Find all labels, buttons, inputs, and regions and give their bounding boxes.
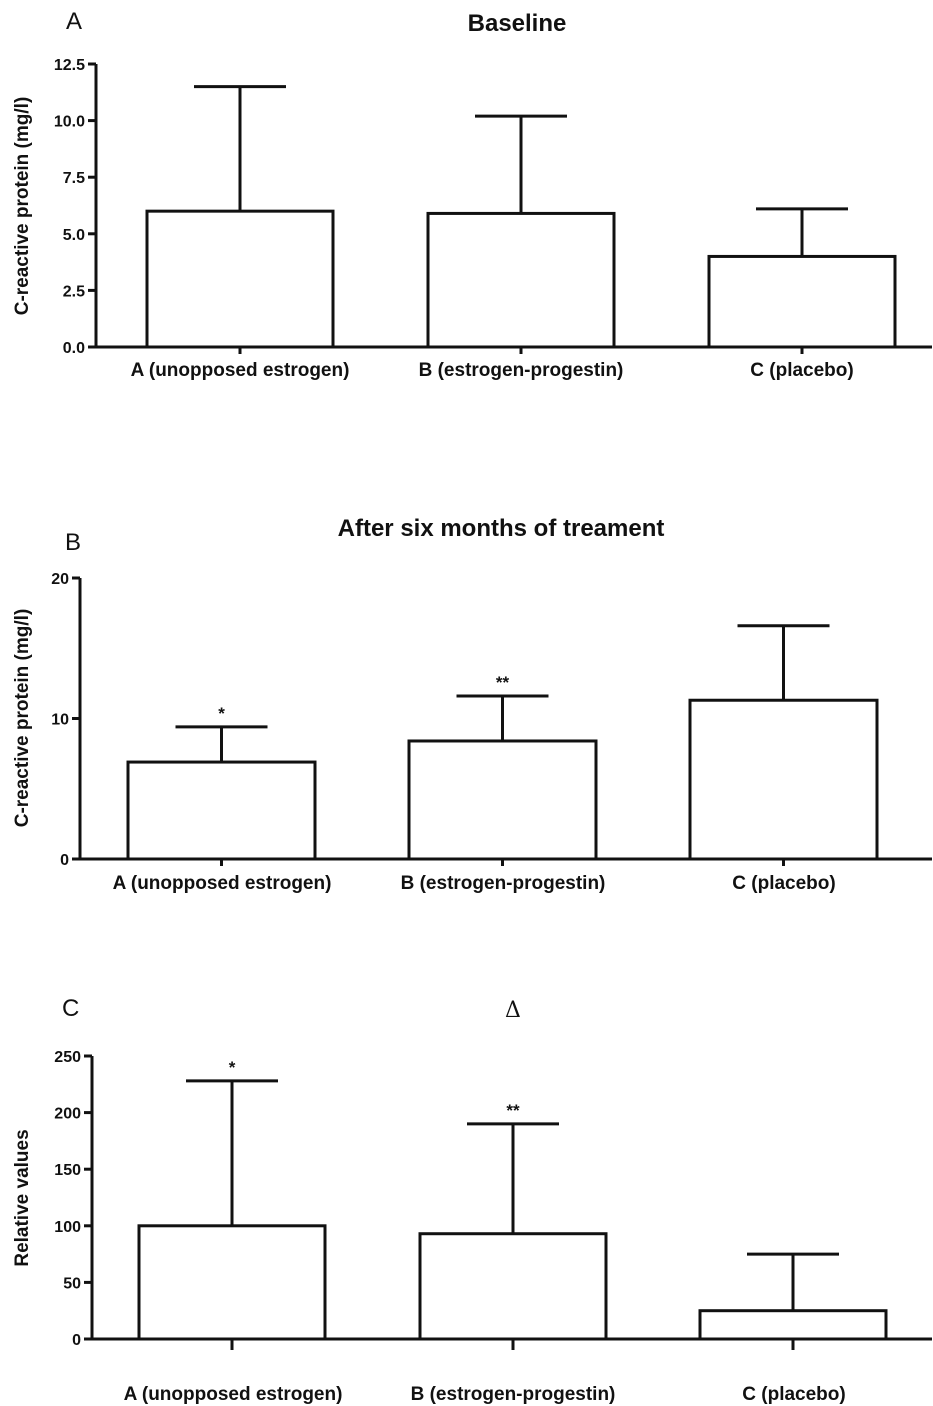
panel-a-bar [707,254,897,349]
panel-c-bar [137,1224,327,1341]
panel-c-y-tick-label: 100 [54,1219,81,1236]
panel-b-letter: B [65,529,81,556]
panel-c-category-label: C (placebo) [742,1384,845,1405]
panel-b-significance-marker: * [218,704,225,723]
panel-c-category-label: A (unopposed estrogen) [124,1384,343,1405]
panel-b-plot: 0 10 20 A (unopposed estrogen) * B (estrogen-… [51,571,932,894]
panel-b: B After six months of treament C-reactiv… [12,515,932,894]
panel-b-title: After six months of treament [338,515,665,542]
panel-c: C Δ Relative values 0 50 100 150 200 250 A (un… [12,995,932,1405]
panel-a-title: Baseline [468,10,567,37]
panel-b-category-label: B (estrogen-progestin) [401,873,606,894]
panel-c-y-tick-label: 50 [63,1275,81,1292]
panel-c-y-axis-label: Relative values [12,1129,33,1266]
panel-a-y-tick-label: 2.5 [63,283,85,300]
panel-c-y-tick-label: 250 [54,1049,81,1066]
panel-b-bar [126,760,317,861]
panel-b-bar [688,698,879,861]
panel-b-y-tick-label: 10 [51,712,69,729]
panel-a-y-tick-label: 12.5 [54,57,85,74]
panel-a: A Baseline C-reactive protein (mg/l) 0.0… [12,8,932,381]
panel-c-letter: C [62,995,79,1022]
panel-a-letter: A [66,8,82,35]
panel-c-y-tick-label: 0 [72,1332,81,1349]
panel-a-y-tick-label: 5.0 [63,227,85,244]
panel-a-y-axis-label: C-reactive protein (mg/l) [12,97,33,316]
panel-a-category-label: B (estrogen-progestin) [419,360,624,381]
panel-b-significance-marker: ** [496,673,510,692]
panel-a-y-tick-label: 0.0 [63,340,85,357]
panel-a-y-tick-label: 7.5 [63,170,85,187]
panel-a-category-label: A (unopposed estrogen) [131,360,350,381]
panel-a-bar [426,211,616,349]
panel-a-plot: 0.0 2.5 5.0 7.5 10.0 12.5 A (unopposed estroge… [54,57,932,381]
panel-b-category-label: A (unopposed estrogen) [113,873,332,894]
panel-b-y-tick-label: 20 [51,571,69,588]
panel-a-y-tick-label: 10.0 [54,114,85,131]
panel-b-y-axis-label: C-reactive protein (mg/l) [12,609,33,828]
panel-b-category-label: C (placebo) [732,873,835,894]
panel-c-bar [418,1232,608,1341]
panel-c-plot: 0 50 100 150 200 250 A (unopposed estrogen) * B … [54,1049,932,1405]
panel-c-significance-marker: * [229,1058,236,1077]
panel-c-significance-marker: ** [506,1101,520,1120]
panel-a-bar [145,209,335,349]
panel-c-bar [698,1309,888,1341]
panel-c-y-tick-label: 150 [54,1162,81,1179]
panel-b-bar [407,739,598,861]
panel-b-y-tick-label: 0 [60,852,69,869]
panel-c-title: Δ [505,998,521,1023]
panel-a-category-label: C (placebo) [750,360,853,381]
panel-c-y-tick-label: 200 [54,1106,81,1123]
panel-c-category-label: B (estrogen-progestin) [411,1384,616,1405]
